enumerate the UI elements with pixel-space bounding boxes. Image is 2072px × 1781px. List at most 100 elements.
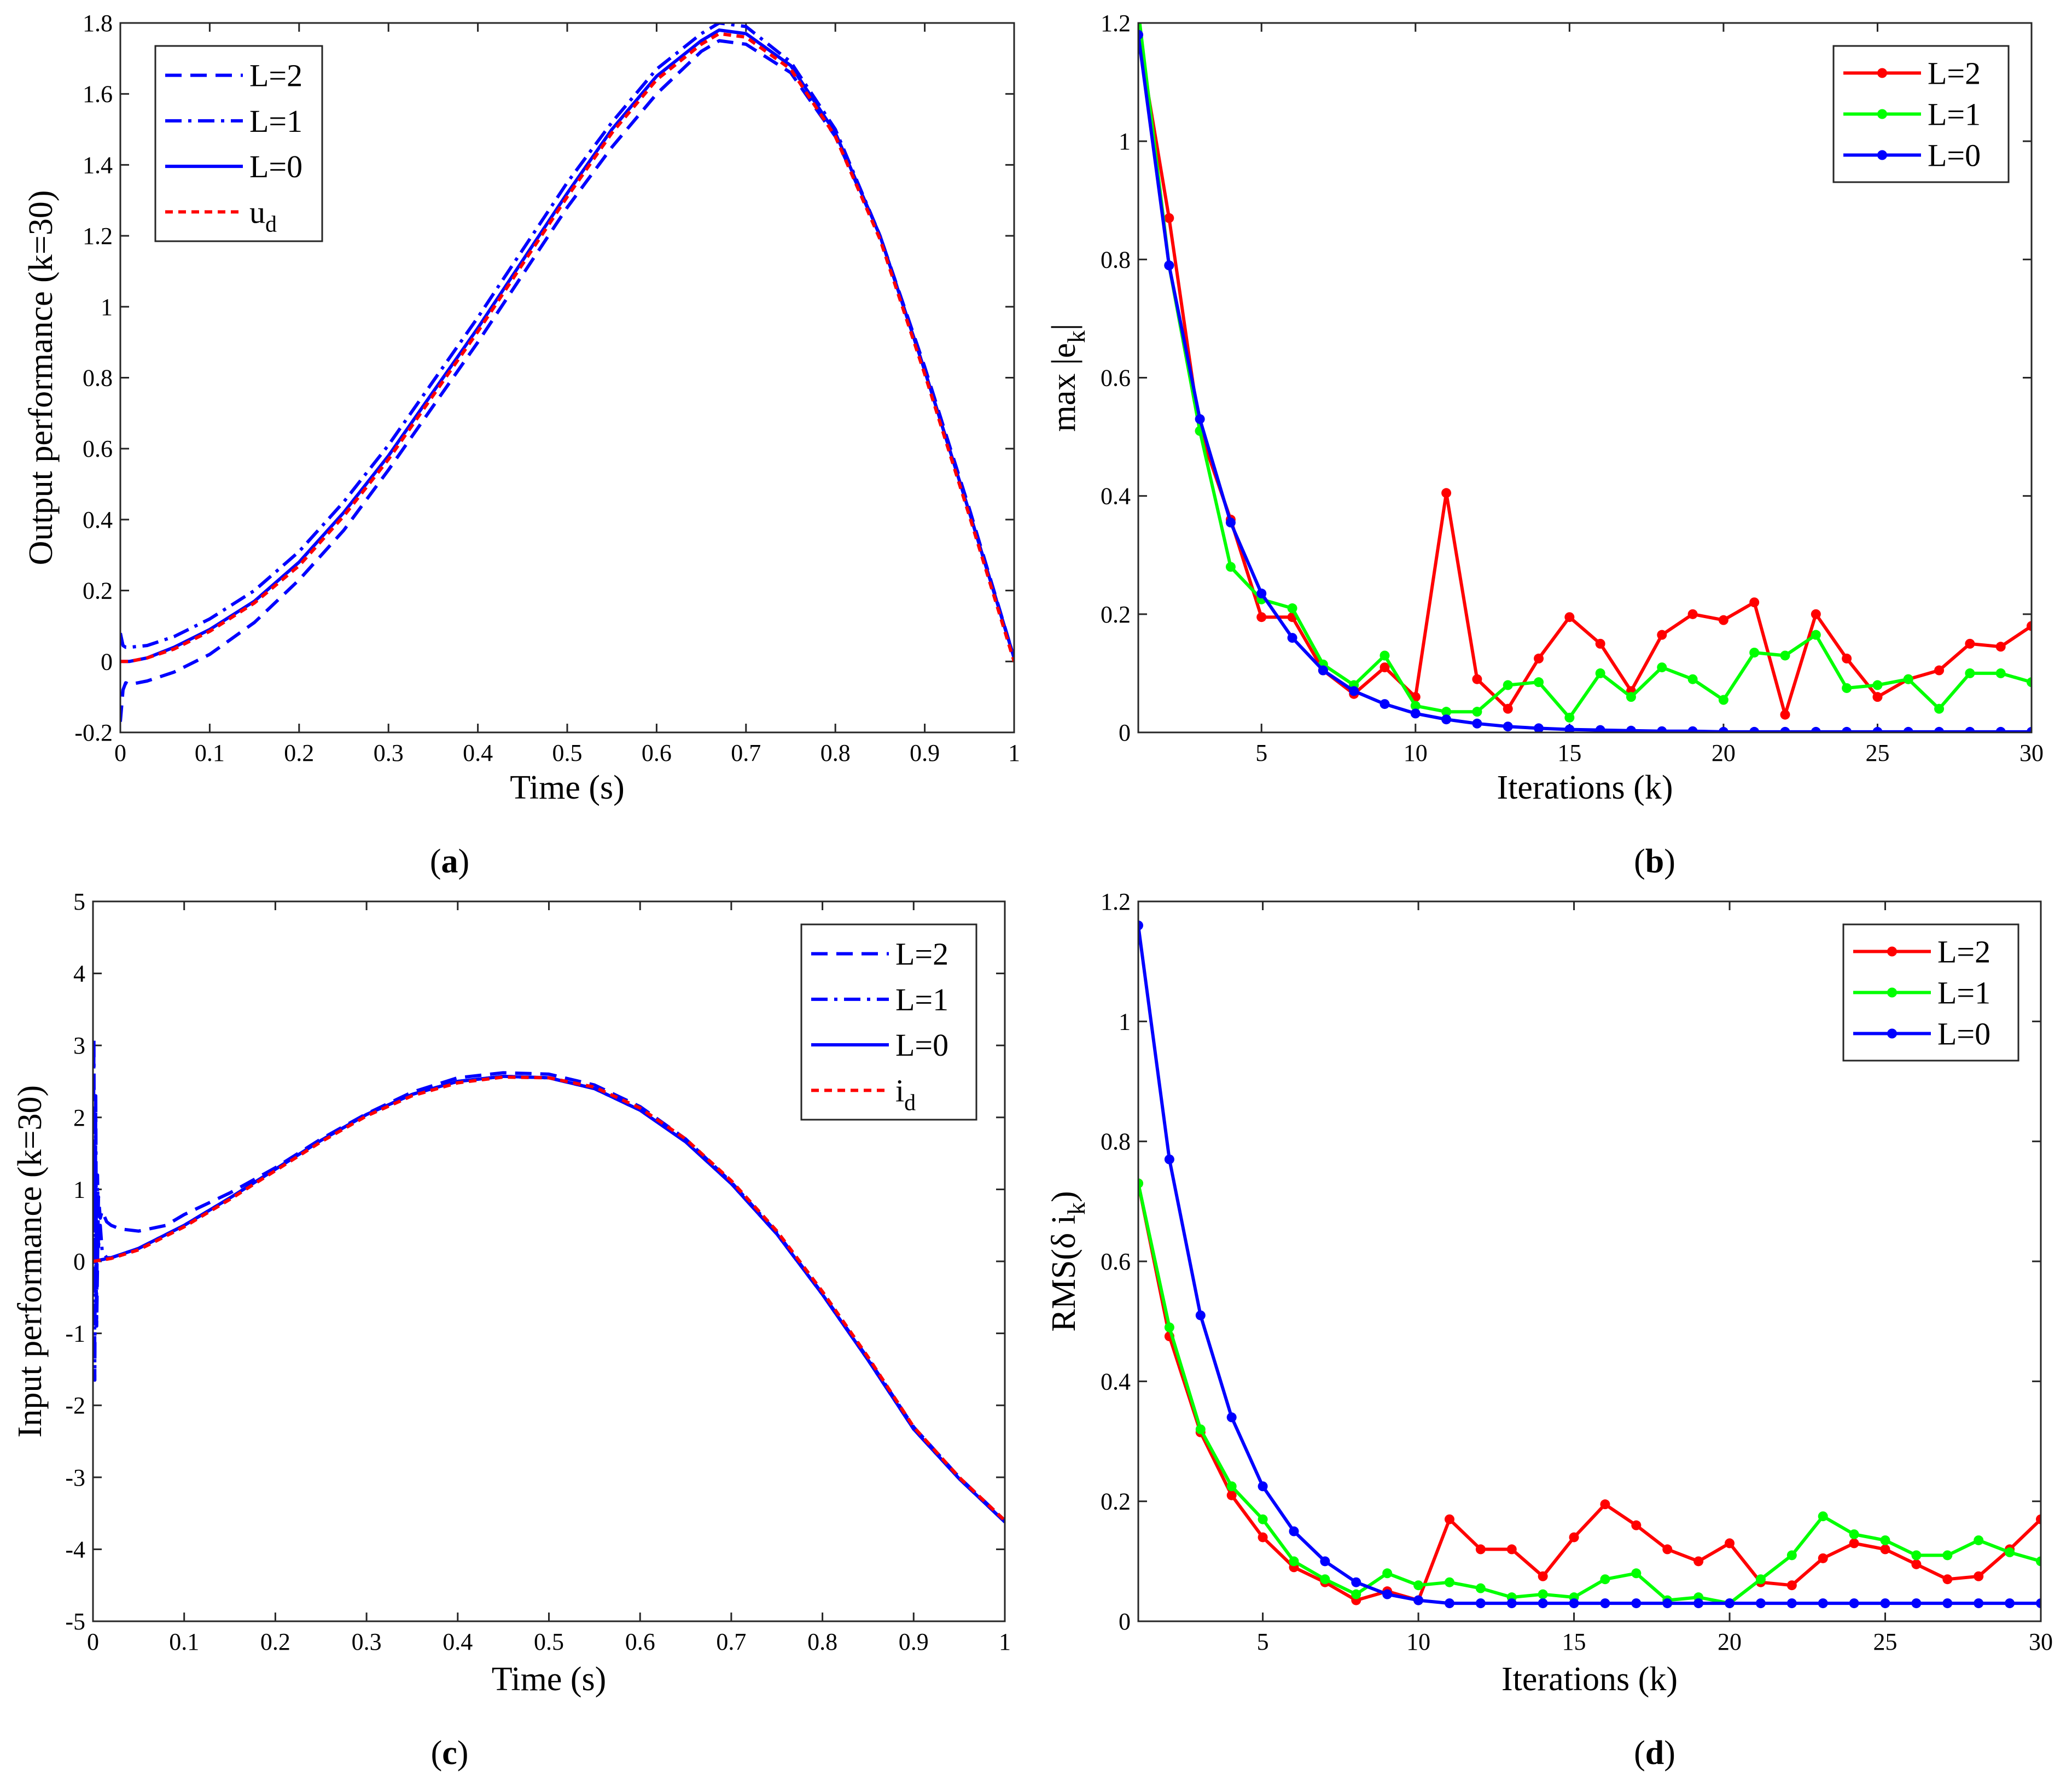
data-point — [1662, 1544, 1673, 1555]
x-axis-label: Time (s) — [492, 1661, 607, 1698]
legend-marker — [1877, 150, 1887, 160]
data-point — [1755, 1574, 1766, 1585]
y-tick-label: 1 — [101, 294, 113, 321]
legend: L=2 L=1 L=0 ud — [154, 45, 323, 242]
data-point — [1258, 1481, 1268, 1492]
data-point — [1413, 1595, 1424, 1605]
legend-entry: L=1 — [1928, 97, 1981, 132]
x-tick-label: 0.7 — [716, 1628, 746, 1655]
y-axis-label-end: ) — [1045, 1191, 1082, 1202]
axes-frame — [1137, 900, 2042, 1622]
y-tick-label: 0.6 — [83, 435, 113, 462]
data-point — [1934, 665, 1945, 676]
y-tick-label: 0.4 — [1101, 1368, 1131, 1395]
data-point — [1164, 1322, 1174, 1332]
y-tick-label: 1 — [1119, 1008, 1131, 1035]
y-tick-label: -2 — [65, 1392, 85, 1419]
legend: L=2 L=1 L=0 — [1832, 45, 2010, 183]
x-tick-label: 0.2 — [260, 1628, 290, 1655]
plot-area — [93, 1037, 1005, 1523]
legend-entry: L=0 — [1937, 1016, 1990, 1052]
data-point — [1849, 1598, 1859, 1609]
y-tick-label: 0 — [1119, 719, 1131, 746]
x-tick-label: 30 — [2019, 740, 2044, 766]
data-point — [1780, 650, 1790, 661]
data-point — [1687, 674, 1698, 684]
data-point — [1226, 1481, 1237, 1492]
y-tick-label: 1 — [1119, 128, 1131, 155]
data-point — [1974, 1598, 1984, 1609]
x-tick-label: 15 — [1557, 740, 1581, 766]
legend-entry-label: L=0 — [1937, 1016, 1990, 1052]
data-point — [1380, 699, 1390, 709]
legend-entry-subscript: d — [904, 1090, 916, 1115]
y-tick-label: 2 — [73, 1104, 85, 1131]
data-point — [1225, 562, 1236, 572]
data-point — [2005, 1598, 2015, 1609]
legend-entry: L=1 — [895, 982, 948, 1017]
series-line-u-d — [120, 32, 1014, 663]
panel-caption-letter: c — [442, 1735, 457, 1772]
legend-entry: L=0 — [1928, 138, 1981, 173]
data-point — [1320, 1574, 1330, 1585]
data-point — [2036, 1598, 2041, 1609]
y-tick-label: 1.2 — [1101, 10, 1131, 37]
legend-box — [154, 45, 323, 242]
data-point — [1718, 695, 1728, 705]
legend-entry: ud — [249, 194, 277, 237]
data-point — [1903, 674, 1913, 684]
series-line-i-d — [93, 1075, 1005, 1522]
y-tick-label: 1.8 — [83, 10, 113, 37]
data-point — [1472, 674, 1482, 684]
y-tick-label: -0.2 — [74, 719, 113, 746]
data-point — [1626, 725, 1636, 732]
data-point — [1626, 692, 1636, 702]
panel-caption-letter: d — [1645, 1735, 1664, 1772]
data-point — [1842, 683, 1852, 693]
data-point — [1780, 726, 1790, 732]
panel-caption: (c) — [431, 1735, 469, 1772]
data-point — [1444, 1598, 1454, 1609]
legend-entry-label: L=1 — [1937, 975, 1990, 1011]
legend-marker — [1887, 1028, 1897, 1039]
chart-panels: 0 0.1 0.2 0.3 0.4 0.5 0.6 0.7 0.8 0.9 1-0.200.20.4… — [11, 10, 2053, 1772]
y-tick-label: 0.2 — [83, 578, 113, 604]
data-point — [1872, 692, 1883, 702]
data-point — [2036, 1556, 2041, 1567]
data-point — [1441, 488, 1452, 498]
panel-caption-letter: a — [441, 843, 458, 880]
legend-entry-label: L=2 — [1937, 934, 1990, 970]
axes-frame — [119, 22, 1015, 734]
y-tick-label: 0.8 — [1101, 1128, 1131, 1155]
data-point — [1880, 1598, 1890, 1609]
data-point — [1534, 677, 1544, 688]
data-point — [1657, 662, 1667, 673]
x-tick-label: 0.5 — [552, 740, 583, 766]
y-tick-label: 0.6 — [1101, 1248, 1131, 1275]
chart-d: 5 10 15 20 25 30 0 0.2 0.4 0.6 0.8 1 1.2 Iterations (… — [1045, 888, 2053, 1772]
data-point — [1503, 680, 1513, 690]
x-tick-label: 25 — [1873, 1628, 1898, 1655]
legend-marker — [1877, 68, 1887, 78]
x-tick-label: 10 — [1406, 1628, 1430, 1655]
data-point — [1256, 612, 1267, 622]
legend-entry: L=0 — [249, 149, 302, 184]
x-tick-label: 0.8 — [807, 1628, 837, 1655]
x-tick-label: 5 — [1255, 740, 1267, 766]
data-point — [1287, 603, 1297, 614]
data-point — [1538, 1598, 1548, 1609]
y-tick-label: 0.4 — [1101, 483, 1131, 510]
legend-entry-label: L=2 — [895, 936, 948, 972]
data-point — [2005, 1547, 2015, 1557]
legend-entry-label: L=1 — [249, 103, 302, 139]
x-tick-label: 0.6 — [625, 1628, 655, 1655]
data-point — [1811, 609, 1821, 619]
data-point — [1382, 1568, 1393, 1579]
data-point — [1569, 1598, 1579, 1609]
data-point — [1842, 653, 1852, 663]
data-point — [1600, 1499, 1610, 1510]
series-line-l-1 — [1138, 1183, 2041, 1605]
data-point — [1138, 30, 1143, 40]
data-point — [1538, 1571, 1548, 1581]
